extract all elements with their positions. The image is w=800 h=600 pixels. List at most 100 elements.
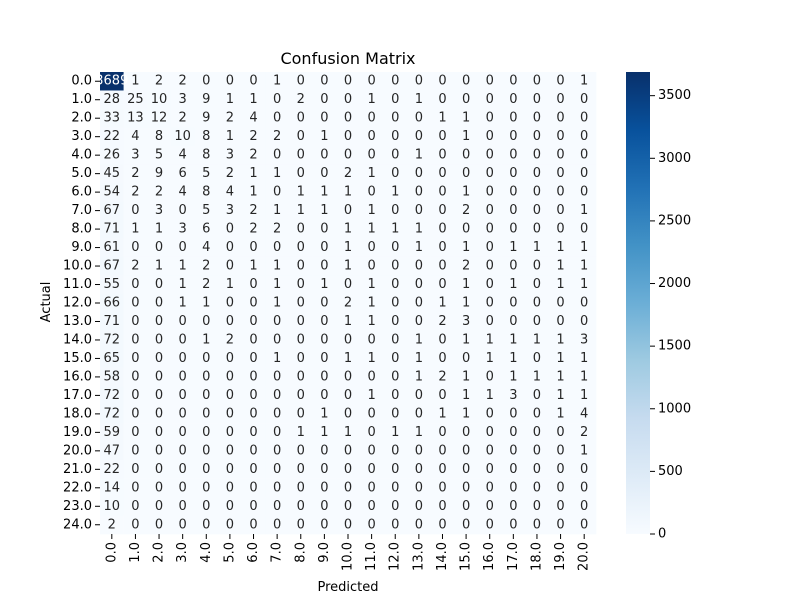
heatmap-cell (123, 145, 148, 165)
cell-value-label: 10 (104, 499, 121, 514)
cell-value-label: 65 (104, 351, 121, 366)
cell-value-label: 0 (297, 480, 305, 495)
cell-value-label: 0 (131, 462, 139, 477)
heatmap-cell (336, 441, 361, 461)
heatmap-cell (123, 404, 148, 424)
cell-value-label: 1 (533, 240, 541, 255)
heatmap-cell (407, 256, 431, 276)
heatmap-cell (265, 201, 290, 221)
heatmap-cell (501, 497, 526, 516)
heatmap-cell (572, 330, 597, 350)
cell-value-label: 0 (415, 462, 423, 477)
cell-value-label: 1 (273, 277, 281, 292)
cell-value-label: 1 (344, 351, 352, 366)
cell-value-label: 0 (249, 351, 257, 366)
heatmap-cell (194, 423, 219, 442)
y-tick-label: 14.0 (63, 332, 92, 347)
heatmap-cell (383, 219, 408, 239)
y-tick-label: 17.0 (63, 388, 92, 403)
heatmap-cell (147, 219, 172, 239)
cell-value-label: 0 (249, 425, 257, 440)
cell-value-label: 0 (226, 480, 234, 495)
heatmap-cell (454, 441, 479, 461)
cell-value-label: 1 (367, 351, 375, 366)
heatmap-cell (430, 72, 455, 91)
cell-value-label: 0 (556, 129, 564, 144)
y-tick-label: 13.0 (63, 314, 92, 329)
cell-value-label: 0 (580, 222, 588, 237)
heatmap-cell (572, 497, 597, 516)
cell-value-label: 0 (486, 222, 494, 237)
cell-value-label: 0 (179, 517, 187, 532)
x-tick-label: 11.0 (364, 542, 379, 571)
heatmap-cell (123, 423, 148, 442)
heatmap-cell (147, 108, 172, 128)
cell-value-label: 0 (367, 425, 375, 440)
heatmap-cell (548, 515, 573, 535)
heatmap-cell (454, 312, 479, 332)
cell-value-label: 72 (104, 388, 121, 403)
heatmap-cell (265, 330, 290, 350)
heatmap-cell (407, 367, 431, 387)
cell-value-label: 0 (249, 443, 257, 458)
heatmap-cells (100, 72, 597, 535)
cell-value-label: 0 (533, 462, 541, 477)
cell-value-label: 4 (131, 129, 139, 144)
x-tick-label: 6.0 (246, 542, 261, 563)
cell-value-label: 1 (556, 351, 564, 366)
heatmap-cell (525, 478, 550, 498)
y-tick-label: 11.0 (63, 277, 92, 292)
x-axis-label: Predicted (317, 580, 378, 595)
heatmap-cell (218, 201, 243, 221)
cell-value-label: 0 (556, 148, 564, 163)
cell-value-label: 0 (344, 443, 352, 458)
cell-value-label: 0 (556, 499, 564, 514)
heatmap-cell (477, 72, 502, 91)
heatmap-cell (454, 108, 479, 128)
cell-value-label: 0 (320, 92, 328, 107)
heatmap-cell (407, 460, 431, 479)
heatmap-cell (407, 423, 431, 442)
heatmap-cell (454, 275, 479, 295)
x-tick-label: 0.0 (104, 542, 119, 563)
cell-value-label: 0 (533, 296, 541, 311)
heatmap-cell (548, 275, 573, 295)
heatmap-cell (477, 497, 502, 516)
cell-value-label: 0 (556, 462, 564, 477)
heatmap-cell (572, 349, 597, 368)
cell-value-label: 0 (533, 480, 541, 495)
heatmap-cell (147, 367, 172, 387)
heatmap-cell (407, 145, 431, 165)
cell-value-label: 0 (391, 332, 399, 347)
heatmap-cell (477, 386, 502, 405)
heatmap-cell (218, 497, 243, 516)
heatmap-cell (288, 108, 313, 128)
heatmap-cell (218, 90, 243, 110)
cell-value-label: 0 (391, 351, 399, 366)
heatmap-cell (241, 275, 266, 295)
heatmap-cell (430, 460, 455, 479)
heatmap-cell (265, 367, 290, 387)
heatmap-cell (548, 460, 573, 479)
cell-value-label: 0 (438, 499, 446, 514)
cell-value-label: 0 (556, 517, 564, 532)
cell-value-label: 1 (438, 296, 446, 311)
heatmap-cell (336, 182, 361, 202)
heatmap-cell (170, 108, 195, 128)
cell-value-label: 1 (556, 406, 564, 421)
cell-value-label: 0 (226, 259, 234, 274)
heatmap-cell (336, 423, 361, 442)
cell-value-label: 0 (202, 351, 210, 366)
y-tick-label: 6.0 (71, 185, 92, 200)
cell-value-label: 0 (226, 314, 234, 329)
heatmap-cell (407, 72, 431, 91)
heatmap-cell (100, 293, 124, 313)
cell-value-label: 10 (174, 129, 191, 144)
cell-value-label: 0 (486, 148, 494, 163)
cell-value-label: 0 (556, 296, 564, 311)
heatmap-cell (123, 238, 148, 258)
heatmap-cell (194, 330, 219, 350)
heatmap-cell (407, 515, 431, 535)
heatmap-cell (100, 145, 124, 165)
heatmap-cell (430, 164, 455, 184)
